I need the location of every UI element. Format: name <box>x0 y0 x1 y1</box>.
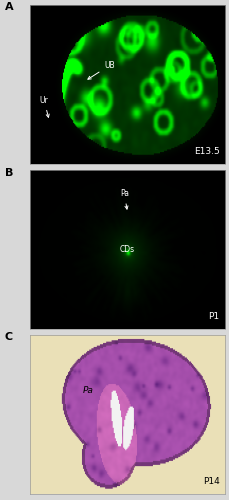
Text: CDs: CDs <box>120 245 135 254</box>
Text: B: B <box>5 168 13 177</box>
Text: P14: P14 <box>202 477 218 486</box>
Text: Pa: Pa <box>83 386 94 395</box>
Text: Ur: Ur <box>40 96 49 118</box>
Text: E13.5: E13.5 <box>193 147 218 156</box>
Text: P1: P1 <box>207 312 218 321</box>
Text: A: A <box>5 2 13 12</box>
Text: C: C <box>5 332 13 342</box>
Text: UB: UB <box>87 61 114 79</box>
Text: Pa: Pa <box>119 190 128 209</box>
